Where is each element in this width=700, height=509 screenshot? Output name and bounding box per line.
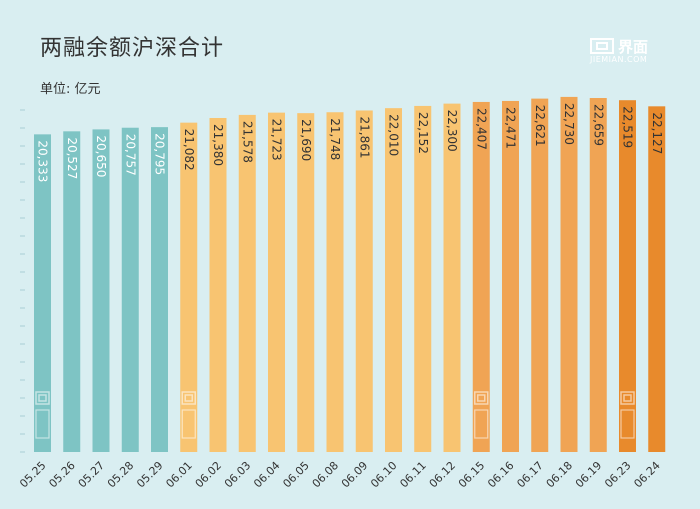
bar-05.29 bbox=[151, 127, 168, 452]
watermark-icon bbox=[35, 391, 50, 439]
x-tick-label: 06.11 bbox=[397, 459, 428, 490]
data-label: 20,650 bbox=[94, 135, 108, 177]
bar-06.04 bbox=[268, 112, 285, 452]
watermark-icon bbox=[474, 391, 489, 439]
bar-06.18 bbox=[560, 96, 578, 452]
bar-06.03 bbox=[238, 114, 256, 452]
data-label: 22,152 bbox=[416, 112, 430, 154]
data-label: 20,527 bbox=[65, 137, 79, 179]
data-label: 21,578 bbox=[240, 121, 254, 163]
x-tick-label: 06.15 bbox=[456, 459, 487, 490]
data-label: 20,795 bbox=[153, 133, 167, 175]
data-label: 21,690 bbox=[299, 119, 313, 161]
bar-06.24 bbox=[648, 106, 666, 452]
chart-title: 两融余额沪深合计 bbox=[40, 36, 225, 61]
x-tick-label: 05.26 bbox=[46, 459, 77, 490]
x-tick-label: 05.25 bbox=[17, 459, 48, 490]
bar-06.08 bbox=[326, 112, 344, 452]
x-tick-label: 06.08 bbox=[310, 459, 341, 490]
x-tick-label: 06.03 bbox=[222, 459, 253, 490]
x-tick-label: 06.16 bbox=[485, 459, 516, 490]
data-label: 22,621 bbox=[533, 105, 547, 147]
bar-06.01 bbox=[180, 122, 198, 452]
bar-06.11 bbox=[414, 105, 432, 452]
bar-06.16 bbox=[502, 100, 519, 453]
x-tick-label: 05.28 bbox=[105, 459, 136, 490]
bar-05.27 bbox=[92, 129, 110, 452]
x-tick-label: 05.27 bbox=[76, 459, 107, 490]
data-label: 21,380 bbox=[211, 124, 225, 166]
bar-06.02 bbox=[209, 117, 227, 453]
x-tick-label: 06.02 bbox=[193, 459, 224, 490]
data-label: 22,519 bbox=[621, 106, 635, 148]
data-label: 21,082 bbox=[182, 129, 196, 171]
x-tick-label: 06.18 bbox=[544, 459, 575, 490]
bar-06.12 bbox=[443, 103, 461, 452]
bar-06.23 bbox=[619, 100, 636, 453]
data-label: 22,659 bbox=[591, 104, 605, 146]
data-label: 22,471 bbox=[504, 107, 518, 149]
bar-06.15 bbox=[472, 101, 490, 452]
bar-06.05 bbox=[297, 113, 315, 453]
watermark-icon bbox=[181, 391, 196, 439]
x-tick-label: 06.23 bbox=[602, 459, 633, 490]
data-label: 20,333 bbox=[36, 140, 50, 182]
logo-text-en: JIEMIAN.COM bbox=[590, 55, 648, 64]
bar-05.26 bbox=[63, 131, 81, 453]
data-label: 20,757 bbox=[123, 134, 137, 176]
bar-06.19 bbox=[589, 98, 607, 452]
data-label: 21,861 bbox=[357, 116, 371, 158]
bar-05.28 bbox=[121, 127, 139, 453]
x-tick-label: 05.29 bbox=[134, 459, 165, 490]
data-label: 21,723 bbox=[270, 119, 284, 161]
data-label: 22,730 bbox=[562, 103, 576, 145]
data-label: 22,300 bbox=[445, 110, 459, 152]
x-tick-label: 06.17 bbox=[514, 459, 545, 490]
data-label: 21,748 bbox=[328, 118, 342, 160]
data-label: 22,010 bbox=[387, 114, 401, 156]
x-tick-label: 06.10 bbox=[368, 459, 399, 490]
x-tick-label: 06.19 bbox=[573, 459, 604, 490]
x-tick-label: 06.12 bbox=[427, 459, 458, 490]
x-tick-label: 06.01 bbox=[163, 459, 194, 490]
jiemian-logo: 界面 JIEMIAN.COM bbox=[590, 36, 660, 70]
bar-06.17 bbox=[531, 98, 549, 453]
x-tick-label: 06.05 bbox=[280, 459, 311, 490]
bar-06.10 bbox=[385, 108, 402, 453]
logo-text-cn: 界面 bbox=[618, 38, 649, 56]
watermark-icon bbox=[620, 391, 635, 439]
x-tick-label: 06.24 bbox=[631, 459, 662, 490]
x-tick-label: 06.04 bbox=[251, 459, 282, 490]
x-tick-label: 06.09 bbox=[339, 459, 370, 490]
bar-06.09 bbox=[355, 110, 373, 452]
jiemian-logo-icon bbox=[590, 38, 614, 54]
data-label: 22,127 bbox=[650, 112, 664, 154]
data-label: 22,407 bbox=[474, 108, 488, 150]
unit-label: 单位: 亿元 bbox=[40, 82, 101, 97]
bar-05.25 bbox=[34, 134, 51, 452]
